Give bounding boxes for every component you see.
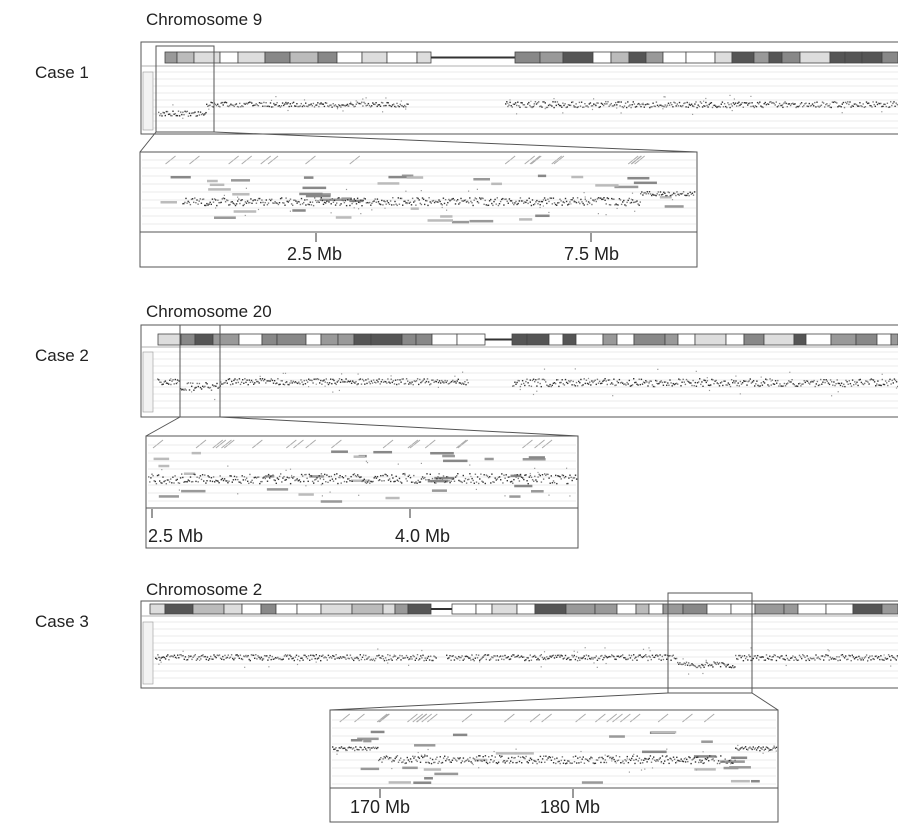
zoom-copy-number-trace	[332, 744, 778, 773]
chromosome-panel-case3	[140, 600, 898, 689]
zoom-region-box	[179, 324, 221, 418]
zoom-tick-label: 170 Mb	[350, 797, 411, 817]
copy-number-trace	[158, 94, 898, 119]
chromosome-label-case1: Chromosome 9	[146, 10, 263, 29]
chromosome-ideogram-case1	[164, 51, 898, 64]
zoom-tick-label: 7.5 Mb	[564, 244, 620, 264]
case-label-2: Case 2	[35, 346, 89, 365]
chromosome-ideogram-case2	[157, 333, 898, 346]
chromosome-ideogram-case3	[149, 603, 898, 615]
zoom-region-box	[667, 592, 753, 694]
chromosome-label-case3: Chromosome 2	[146, 580, 263, 599]
zoom-panel-case2	[145, 435, 579, 549]
zoom-panel-case3	[329, 709, 779, 823]
zoom-panel-case1	[139, 151, 698, 268]
copy-number-trace	[155, 647, 898, 675]
case-label-3: Case 3	[35, 612, 89, 631]
zoom-tick-label: 2.5 Mb	[148, 526, 204, 546]
chromosome-panel-case2	[140, 324, 898, 418]
zoom-region-box	[155, 45, 215, 133]
chromosome-panel-case1	[140, 41, 898, 135]
case-label-1: Case 1	[35, 63, 89, 82]
zoom-copy-number-trace	[182, 187, 696, 217]
zoom-tick-label: 2.5 Mb	[287, 244, 343, 264]
zoom-tick-label: 180 Mb	[540, 797, 601, 817]
zoom-tick-label: 4.0 Mb	[395, 526, 451, 546]
chromosome-label-case2: Chromosome 20	[146, 302, 272, 321]
copy-number-trace	[157, 368, 898, 401]
zoom-copy-number-trace	[148, 460, 578, 497]
